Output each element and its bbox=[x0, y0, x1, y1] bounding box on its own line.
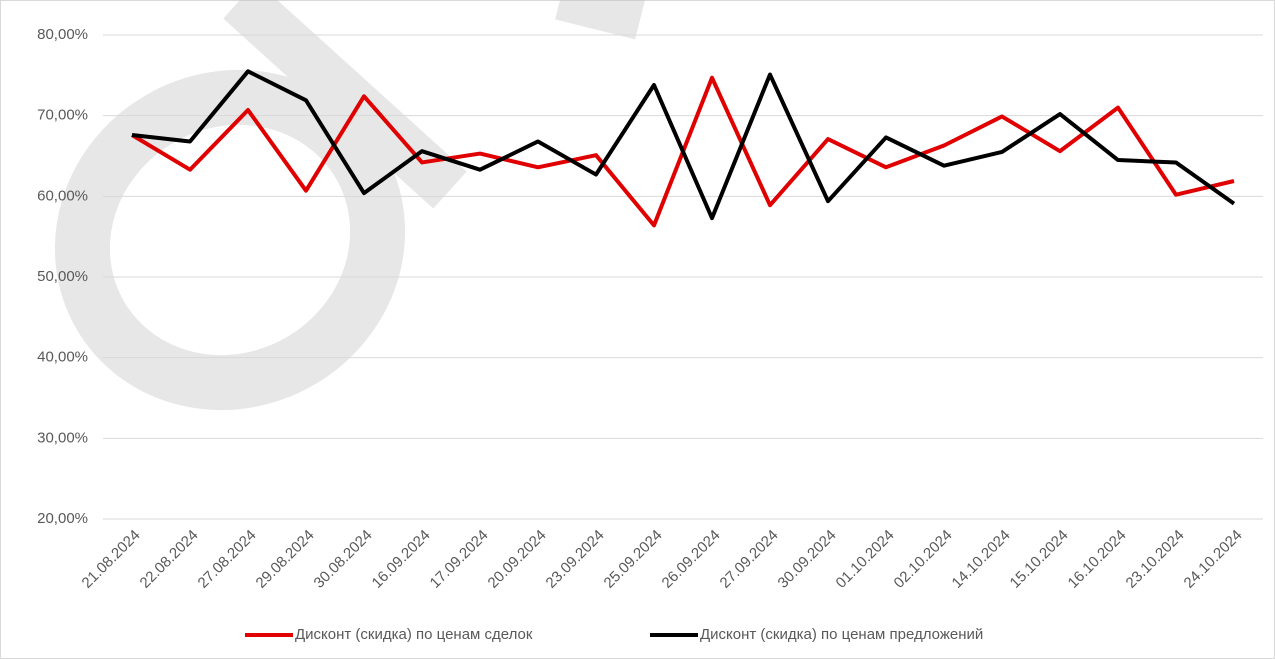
y-tick-label: 70,00% bbox=[37, 107, 88, 124]
y-tick-label: 50,00% bbox=[37, 268, 88, 285]
y-tick-label: 60,00% bbox=[37, 187, 88, 204]
series-line bbox=[131, 69, 1236, 221]
y-tick-label: 80,00% bbox=[37, 26, 88, 43]
legend-label: Дисконт (скидка) по ценам предложений bbox=[700, 626, 983, 643]
y-tick-label: 30,00% bbox=[37, 429, 88, 446]
y-tick-label: 20,00% bbox=[37, 510, 88, 527]
y-tick-label: 40,00% bbox=[37, 349, 88, 366]
legend-label: Дисконт (скидка) по ценам сделок bbox=[295, 626, 533, 643]
